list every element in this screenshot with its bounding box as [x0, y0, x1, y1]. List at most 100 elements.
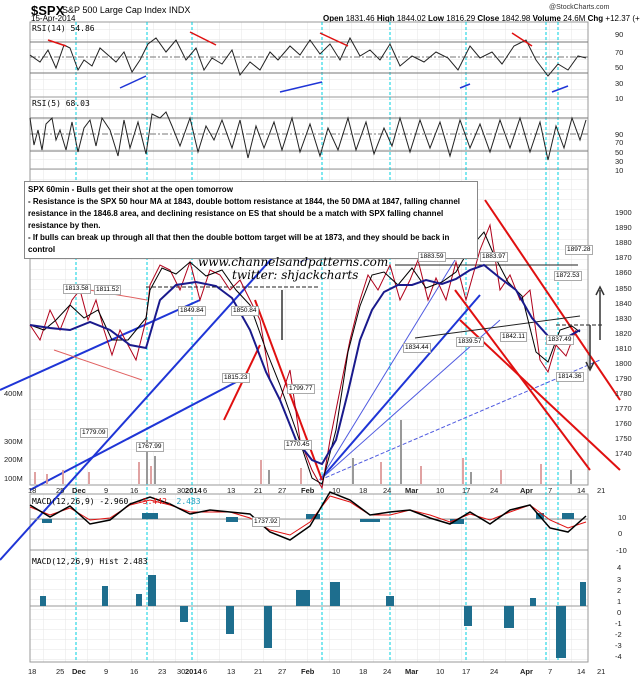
volume-value: 24.6M [563, 14, 586, 23]
price-annotation: 1814.36 [556, 372, 584, 382]
x-tick: 30 [177, 486, 186, 495]
hist-tick: -4 [615, 652, 622, 661]
price-annotation: 1842.11 [500, 332, 528, 342]
x-tick: Dec [72, 486, 86, 495]
macd-panel [29, 493, 589, 551]
price-annotation: 1872.53 [554, 271, 582, 281]
x-tick: 24 [383, 486, 392, 495]
x-tick: 24 [490, 486, 499, 495]
macd-hist-value: 2.483 [176, 497, 201, 506]
x-tick: 6 [203, 667, 208, 676]
x-tick: 24 [490, 667, 499, 676]
x-tick: Mar [405, 667, 419, 676]
price-annotation: 1767.99 [136, 442, 164, 452]
x-tick: Mar [405, 486, 419, 495]
x-axis-price: 18 25 Dec 9 16 23 30 2014 6 13 21 27 Feb… [0, 486, 640, 496]
x-tick: 9 [104, 486, 109, 495]
price-annotation: 1815.23 [222, 373, 250, 383]
hist-tick: -3 [615, 641, 622, 650]
price-tick: 1840 [615, 299, 632, 308]
price-annotation: 1837.49 [546, 335, 574, 345]
x-tick: Dec [72, 667, 86, 676]
x-tick: 30 [177, 667, 186, 676]
price-annotation: 1849.84 [178, 306, 206, 316]
hist-label: MACD(12,26,9) Hist 2.483 [32, 557, 148, 566]
x-tick: 21 [597, 667, 606, 676]
note-line-1: - Resistance is the SPX 50 hour MA at 18… [28, 197, 460, 230]
x-tick: 17 [462, 486, 471, 495]
x-tick: 25 [56, 667, 65, 676]
volume-label: Volume [532, 14, 561, 23]
price-tick: 1900 [615, 208, 632, 217]
price-annotation: 1813.58 [63, 284, 91, 294]
x-tick: 7 [548, 486, 553, 495]
x-tick: 9 [104, 667, 109, 676]
price-annotation: 1779.09 [80, 428, 108, 438]
rsi5-tick: 70 [615, 138, 624, 147]
price-tick: 1800 [615, 359, 632, 368]
price-annotation: 1834.44 [403, 343, 431, 353]
price-tick: 1750 [615, 434, 632, 443]
x-tick: 17 [462, 667, 471, 676]
x-tick: 7 [548, 667, 553, 676]
high-value: 1844.02 [396, 14, 426, 23]
macd-tick: -10 [616, 546, 627, 555]
macd-value: MACD(12,26,9) -2.960, [32, 497, 134, 506]
price-annotation: 1770.45 [284, 440, 312, 450]
security-name: S&P 500 Large Cap Index INDX [62, 5, 191, 15]
rsi14-tick: 70 [615, 48, 624, 57]
x-tick: 2014 [185, 667, 202, 676]
macd-tick: 10 [618, 513, 627, 522]
rsi14-tick: 30 [615, 79, 624, 88]
rsi14-tick: 10 [615, 94, 624, 103]
x-tick: 24 [383, 667, 392, 676]
quote-bar: Open 1831.46 High 1844.02 Low 1816.29 Cl… [323, 14, 640, 23]
x-tick: 10 [436, 486, 445, 495]
chart-date: 15-Apr-2014 [31, 14, 76, 23]
x-tick: 23 [158, 486, 167, 495]
rsi5-tick: 30 [615, 157, 624, 166]
note-line-2: - If bulls can break up through all that… [28, 233, 450, 254]
x-tick: 18 [359, 486, 368, 495]
x-tick: 27 [278, 667, 287, 676]
x-tick: Apr [520, 667, 533, 676]
hist-tick: 0 [617, 608, 622, 617]
open-label: Open [323, 14, 344, 23]
rsi5-tick: 90 [615, 130, 624, 139]
x-tick: 21 [597, 486, 606, 495]
rsi5-tick: 50 [615, 148, 624, 157]
open-value: 1831.46 [345, 14, 375, 23]
symbol: $SPX [31, 3, 65, 18]
price-annotation: 1839.57 [456, 337, 484, 347]
rsi5-panel [29, 96, 589, 170]
close-value: 1842.98 [501, 14, 531, 23]
watermark-site: www.channelsandpatterns.com [198, 255, 389, 269]
macd-signal: -5.442, [137, 497, 172, 506]
x-tick: Feb [301, 486, 315, 495]
hist-tick: 2 [617, 586, 622, 595]
note-title: SPX 60min - Bulls get their shot at the … [28, 185, 233, 194]
macd-tick: 0 [618, 529, 623, 538]
x-tick: 16 [130, 486, 139, 495]
x-tick: Apr [520, 486, 533, 495]
x-tick: 10 [332, 667, 341, 676]
high-label: High [376, 14, 395, 23]
x-tick: 10 [332, 486, 341, 495]
price-tick: 1760 [615, 419, 632, 428]
x-tick: 21 [254, 486, 263, 495]
volume-tick: 300M [4, 437, 23, 446]
hist-tick: 3 [617, 575, 622, 584]
x-tick: 21 [254, 667, 263, 676]
x-tick: 18 [28, 667, 37, 676]
rsi14-tick: 90 [615, 30, 624, 39]
hist-tick: 1 [617, 597, 622, 606]
hist-tick: -1 [615, 619, 622, 628]
price-tick: 1820 [615, 329, 632, 338]
low-value: 1816.29 [446, 14, 476, 23]
rsi14-label: RSI(14) 54.86 [32, 24, 95, 33]
x-tick: 27 [278, 486, 287, 495]
watermark-twitter: twitter: shjackcharts [232, 268, 359, 282]
price-tick: 1890 [615, 223, 632, 232]
rsi5-label: RSI(5) 68.03 [32, 99, 90, 108]
